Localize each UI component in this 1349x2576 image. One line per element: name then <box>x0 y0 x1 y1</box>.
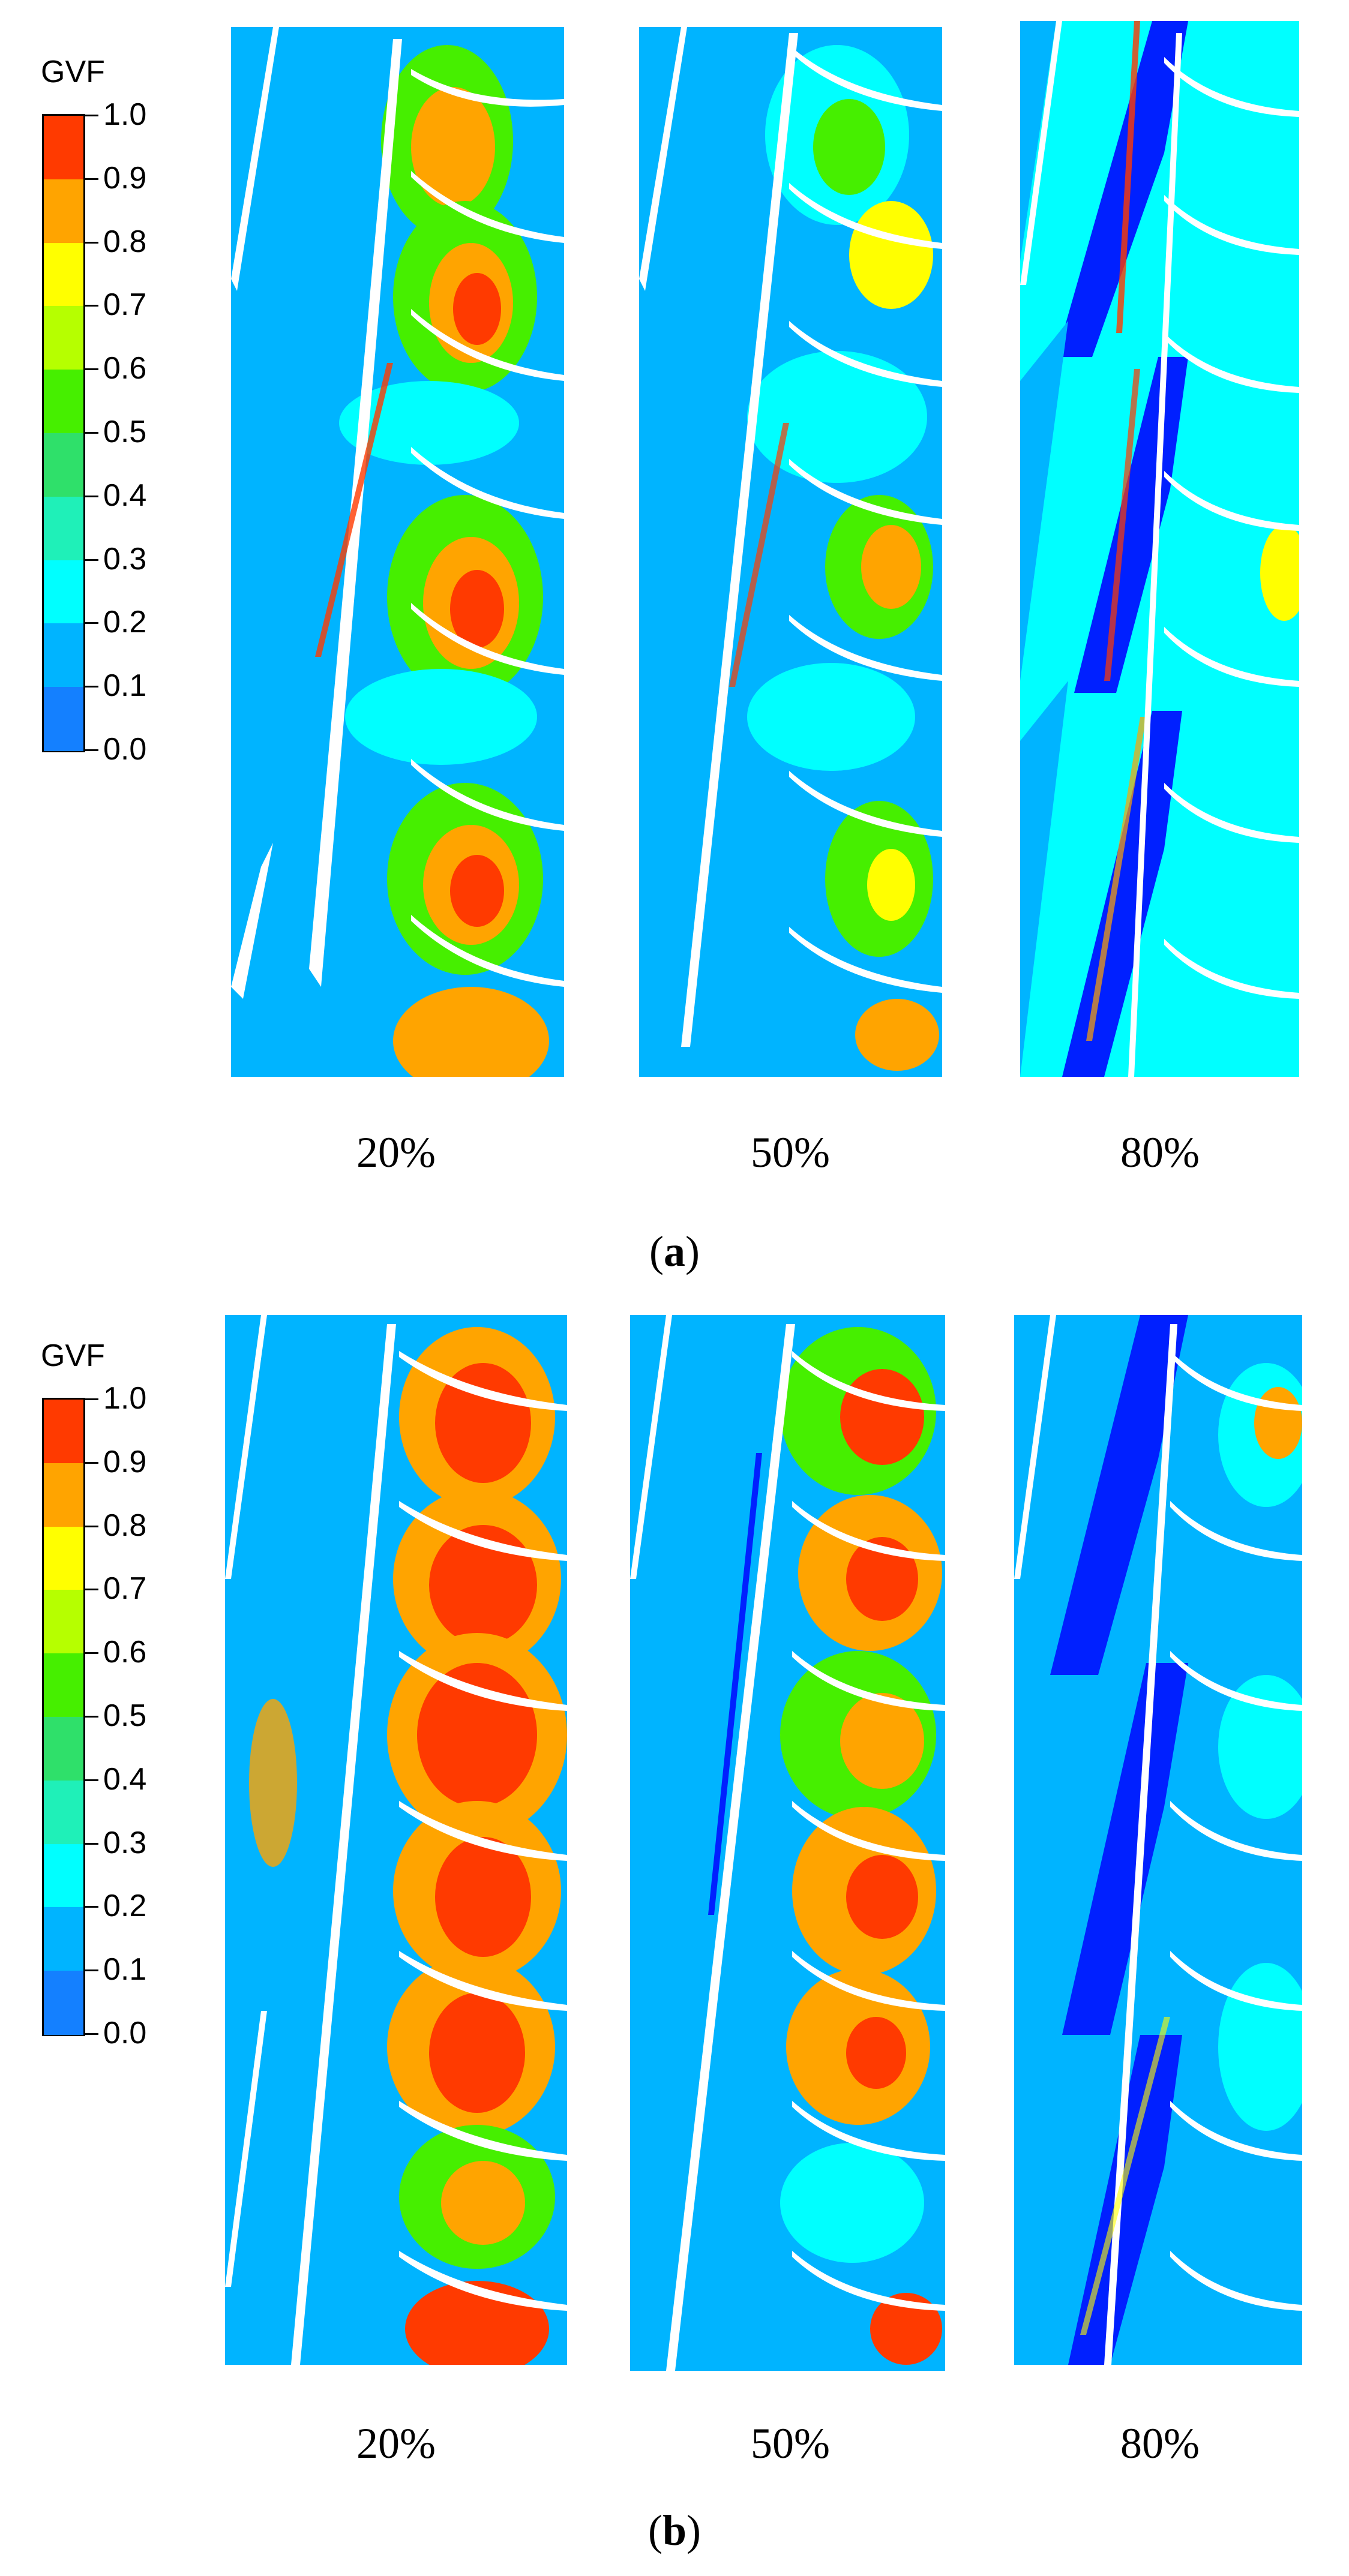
colorbar-tick-label: 0.2 <box>103 605 147 640</box>
colorbar-tick <box>85 1969 98 1972</box>
colorbar-tick <box>85 622 98 625</box>
colorbar-tick-label: 1.0 <box>103 97 147 132</box>
colorbar-tick <box>85 749 98 751</box>
panel-b: GVF 1.0 0.9 0.8 0.7 0.6 0.5 0.4 0.3 0.2 0.1 0.0 <box>0 1288 1349 2576</box>
caption-80-percent: 80% <box>1120 1128 1200 1176</box>
colorbar-segment <box>44 1717 83 1781</box>
colorbar-tick <box>85 686 98 688</box>
caption-50-percent: 50% <box>751 1128 830 1176</box>
colorbar-tick <box>85 368 98 371</box>
colorbar-segment <box>44 560 83 625</box>
caption-80-percent: 80% <box>1120 2419 1200 2467</box>
colorbar-tick <box>85 305 98 307</box>
colorbar-segment <box>44 433 83 497</box>
colorbar-title: GVF <box>41 1338 105 1373</box>
caption-20-percent: 20% <box>356 1128 436 1176</box>
colorbar-tick <box>85 1589 98 1591</box>
colorbar-segment <box>44 306 83 371</box>
contour-plot-80 <box>1020 21 1299 1077</box>
colorbar-tick <box>85 178 98 180</box>
contour-plot-50 <box>639 27 942 1077</box>
colorbar-tick-label: 0.9 <box>103 1444 147 1479</box>
colorbar-tick <box>85 2033 98 2035</box>
colorbar-segment <box>44 1400 83 1464</box>
panel-label-b: (b) <box>647 2506 701 2554</box>
colorbar-segment <box>44 1780 83 1845</box>
colorbar-segment <box>44 1526 83 1591</box>
colorbar-tick <box>85 1779 98 1781</box>
colorbar-tick <box>85 1461 98 1464</box>
colorbar-tick <box>85 1716 98 1718</box>
colorbar-tick <box>85 1525 98 1527</box>
colorbar-segment <box>44 1463 83 1527</box>
colorbar-tick-label: 0.9 <box>103 160 147 196</box>
colorbar-tick <box>85 1652 98 1655</box>
colorbar-tick <box>85 495 98 497</box>
colorbar-tick-label: 0.5 <box>103 415 147 449</box>
colorbar-segment <box>44 116 83 180</box>
colorbar <box>42 114 85 752</box>
contour-plot-20 <box>225 1315 567 2365</box>
colorbar-segment <box>44 496 83 561</box>
colorbar-tick-label: 0.0 <box>103 2016 147 2050</box>
colorbar-segment <box>44 1590 83 1655</box>
colorbar-segment <box>44 1653 83 1718</box>
colorbar-segment <box>44 242 83 307</box>
colorbar-tick-label: 0.0 <box>103 732 147 767</box>
colorbar-tick <box>85 432 98 434</box>
panel-label-a: (a) <box>649 1227 700 1275</box>
colorbar-segment <box>44 623 83 688</box>
colorbar-tick-label: 0.7 <box>103 287 147 323</box>
colorbar-tick <box>85 559 98 561</box>
colorbar-tick-label: 0.1 <box>103 668 147 704</box>
colorbar-tick-label: 0.6 <box>103 351 147 386</box>
panel-a: GVF 1.0 0.9 0.8 0.7 0.6 0.5 0.4 0.3 0.2 0.1 0.0 <box>41 21 1299 1275</box>
caption-50-percent: 50% <box>751 2419 830 2467</box>
colorbar-tick-label: 0.3 <box>103 541 147 577</box>
colorbar-tick <box>85 115 98 116</box>
colorbar-tick <box>85 1906 98 1908</box>
contour-plot-80 <box>1014 1315 1302 2365</box>
colorbar-tick <box>85 1842 98 1845</box>
caption-20-percent: 20% <box>356 2419 436 2467</box>
colorbar-tick-label: 0.8 <box>103 224 147 259</box>
colorbar-tick-label: 1.0 <box>103 1381 147 1416</box>
colorbar-tick-label: 0.7 <box>103 1571 147 1607</box>
colorbar-tick-label: 0.6 <box>103 1635 147 1670</box>
contour-plot-20 <box>231 27 564 1077</box>
colorbar-tick-label: 0.3 <box>103 1825 147 1860</box>
colorbar-tick <box>85 241 98 244</box>
colorbar-segment <box>44 370 83 434</box>
colorbar-tick <box>85 1398 98 1400</box>
contour-plot-50 <box>630 1315 945 2371</box>
colorbar-tick-label: 0.2 <box>103 1889 147 1924</box>
colorbar <box>42 1398 85 2036</box>
colorbar-segment <box>44 1971 83 2035</box>
colorbar-tick-label: 0.8 <box>103 1508 147 1543</box>
colorbar-segment <box>44 1844 83 1908</box>
colorbar-tick-label: 0.1 <box>103 1952 147 1987</box>
colorbar-tick-label: 0.4 <box>103 478 147 513</box>
colorbar-tick-label: 0.5 <box>103 1698 147 1733</box>
colorbar-segment <box>44 1907 83 1972</box>
colorbar-title: GVF <box>41 55 105 89</box>
colorbar-segment <box>44 687 83 751</box>
colorbar-tick-label: 0.4 <box>103 1761 147 1797</box>
colorbar-segment <box>44 179 83 244</box>
